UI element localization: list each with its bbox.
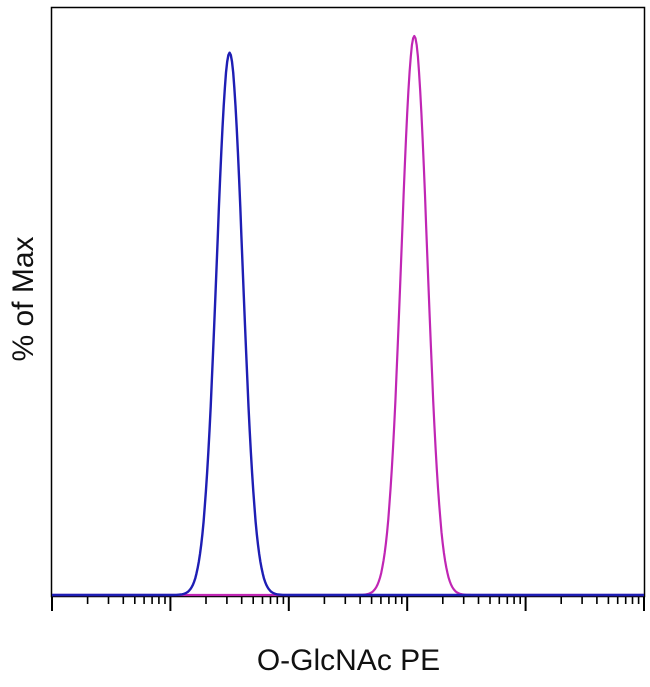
- y-axis-label: % of Max: [7, 236, 40, 362]
- minor-tick-marks: [86, 597, 640, 604]
- curves-layer: [52, 34, 644, 597]
- stained-histogram-curve: [52, 34, 644, 597]
- major-tick-marks: [51, 597, 645, 611]
- x-axis-ticks: [51, 597, 645, 611]
- x-axis-label: O-GlcNAc PE: [256, 644, 441, 677]
- plot-border: [50, 6, 646, 598]
- control-histogram-curve: [52, 51, 644, 597]
- histogram-plot: [50, 6, 646, 611]
